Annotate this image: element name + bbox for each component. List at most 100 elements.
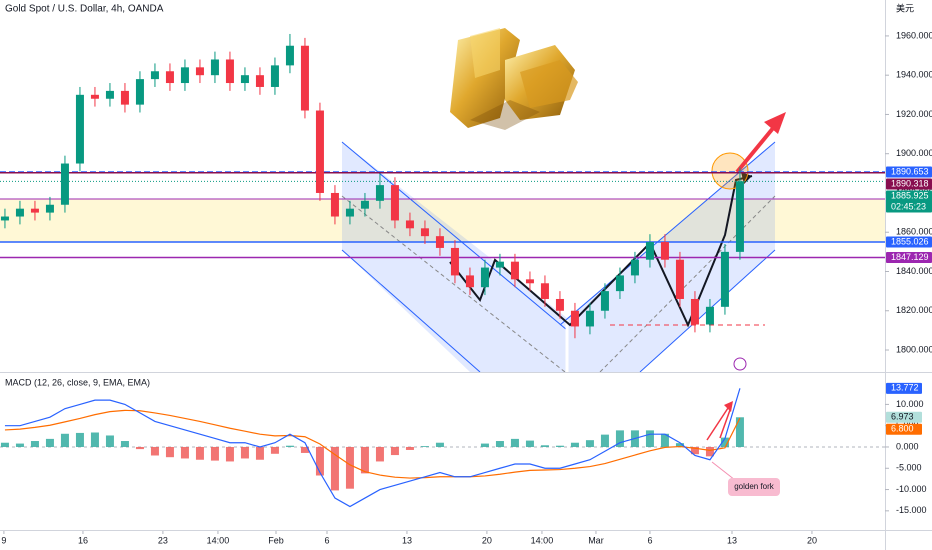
- histogram-bar: [615, 430, 624, 447]
- candle-body: [180, 67, 189, 84]
- x-tick-label: 13: [402, 535, 412, 545]
- candle-body: [690, 298, 699, 325]
- histogram-bar: [345, 446, 354, 489]
- x-tick-label: 6: [324, 535, 329, 545]
- candle-body: [285, 45, 294, 66]
- histogram-bar: [720, 437, 729, 447]
- histogram-bar: [285, 445, 294, 447]
- histogram-bar: [660, 433, 669, 447]
- candle-body: [360, 200, 369, 209]
- histogram-bar: [705, 446, 714, 457]
- candle-body: [300, 45, 309, 111]
- macd-title: MACD (12, 26, close, 9, EMA, EMA): [5, 377, 150, 387]
- y2-tick-label: -5.000: [896, 463, 922, 473]
- candle-body: [420, 228, 429, 237]
- candle-body: [660, 242, 669, 260]
- candle-body: [150, 71, 159, 80]
- histogram-bar: [480, 443, 489, 447]
- candle-body: [195, 67, 204, 76]
- candle-body: [705, 306, 714, 325]
- candle-body: [225, 59, 234, 84]
- histogram-bar: [30, 441, 39, 447]
- annotation-arrow: [706, 404, 731, 441]
- candle-body: [345, 208, 354, 217]
- candle-body: [15, 208, 24, 217]
- histogram-bar: [375, 446, 384, 462]
- histogram-bar: [645, 430, 654, 447]
- candle-body: [255, 75, 264, 87]
- callout-box: [728, 478, 780, 496]
- y2-tick-label: 10.000: [896, 399, 924, 409]
- price-label: 1885.925: [891, 190, 929, 200]
- histogram-bar: [135, 446, 144, 450]
- x-tick-label: Mar: [588, 535, 604, 545]
- highlight-circle: [711, 152, 749, 190]
- annotation-text: golden fork: [734, 482, 775, 491]
- candle-body: [45, 204, 54, 213]
- candle-body: [120, 90, 129, 105]
- up-arrow: [735, 125, 776, 174]
- candle-body: [30, 208, 39, 213]
- histogram-bar: [15, 443, 24, 447]
- histogram-bar: [225, 446, 234, 462]
- candle-body: [105, 90, 114, 99]
- histogram-bar: [195, 446, 204, 460]
- chart-title: Gold Spot / U.S. Dollar, 4h, OANDA: [5, 4, 164, 15]
- candle-body: [525, 279, 534, 284]
- price-label-box: [886, 166, 932, 178]
- candle-body: [210, 59, 219, 76]
- y2-tick-label: 0.000: [896, 441, 919, 451]
- y-tick-label: 1900.000: [896, 148, 932, 158]
- candle-body: [735, 181, 744, 252]
- last-value-box: [886, 382, 922, 394]
- histogram-bar: [405, 446, 414, 450]
- candle-body: [405, 220, 414, 229]
- y2-tick-label: -10.000: [896, 484, 927, 494]
- histogram-bar: [360, 446, 369, 474]
- gold-bars-image: [450, 28, 578, 130]
- x-tick-label: 23: [158, 535, 168, 545]
- candle-body: [510, 261, 519, 280]
- histogram-bar: [180, 446, 189, 459]
- candle-body: [675, 259, 684, 299]
- candle-body: [630, 259, 639, 276]
- histogram-bar: [105, 435, 114, 447]
- histogram-bar: [555, 445, 564, 447]
- histogram-bar: [165, 446, 174, 458]
- price-label-box: [886, 251, 932, 263]
- histogram-bar: [300, 446, 309, 453]
- candle-body: [165, 71, 174, 84]
- histogram-bar: [150, 446, 159, 456]
- histogram-bar: [75, 432, 84, 447]
- price-label-box: [886, 178, 932, 190]
- candle-body: [720, 251, 729, 307]
- last-value-label: 6.800: [891, 424, 914, 434]
- histogram-bar: [60, 433, 69, 447]
- x-tick-label: 9: [1, 535, 6, 545]
- histogram-bar: [420, 446, 429, 447]
- channel-mid: [341, 195, 566, 372]
- countdown: 02:45:23: [891, 201, 926, 211]
- histogram-bar: [585, 440, 594, 447]
- candle-body: [270, 65, 279, 87]
- histogram-bar: [735, 417, 744, 447]
- price-pane: [0, 33, 885, 339]
- candle-body: [135, 79, 144, 105]
- up-arrowhead: [764, 112, 786, 134]
- histogram-bar: [0, 442, 9, 447]
- candle-body: [600, 291, 609, 311]
- event-icon: [733, 357, 747, 371]
- histogram-bar: [45, 438, 54, 447]
- histogram-bar: [90, 432, 99, 447]
- last-value-label: 6.973: [891, 412, 914, 422]
- last-value-box: [886, 423, 922, 435]
- x-tick-label: 20: [807, 535, 817, 545]
- candle-body: [240, 75, 249, 84]
- histogram-bar: [255, 446, 264, 460]
- histogram-bar: [390, 446, 399, 456]
- candle-body: [555, 298, 564, 311]
- x-tick-label: 13: [727, 535, 737, 545]
- x-tick-label: 14:00: [531, 535, 554, 545]
- histogram-bar: [675, 443, 684, 447]
- x-tick-label: 20: [482, 535, 492, 545]
